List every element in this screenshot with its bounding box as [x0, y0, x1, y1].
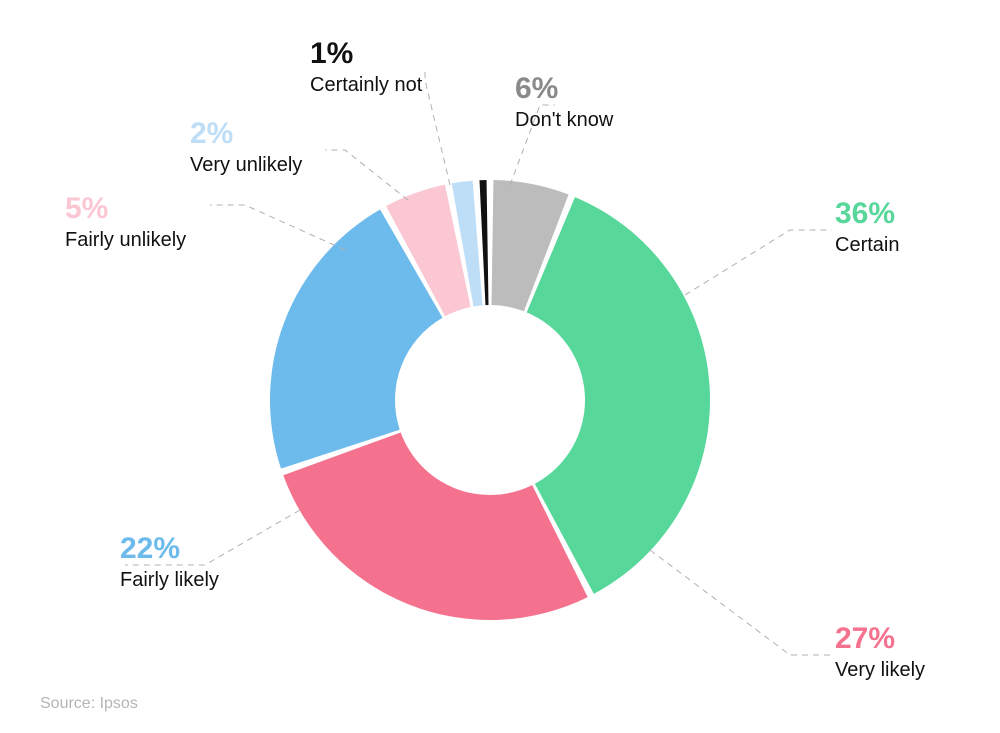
donut-chart-svg [0, 0, 1000, 733]
chart-stage: 36%Certain27%Very likely22%Fairly likely… [0, 0, 1000, 733]
leader-certain [685, 230, 832, 295]
leader-don-t-know [510, 105, 555, 185]
leader-fairly-unlikely [210, 205, 345, 250]
leader-certainly-not [425, 70, 450, 185]
source-attribution: Source: Ipsos [40, 695, 138, 713]
donut-slices [270, 180, 710, 620]
leader-fairly-likely [125, 510, 300, 565]
slice-very-likely [283, 432, 587, 620]
leader-very-unlikely [325, 150, 408, 200]
leader-very-likely [650, 550, 832, 655]
